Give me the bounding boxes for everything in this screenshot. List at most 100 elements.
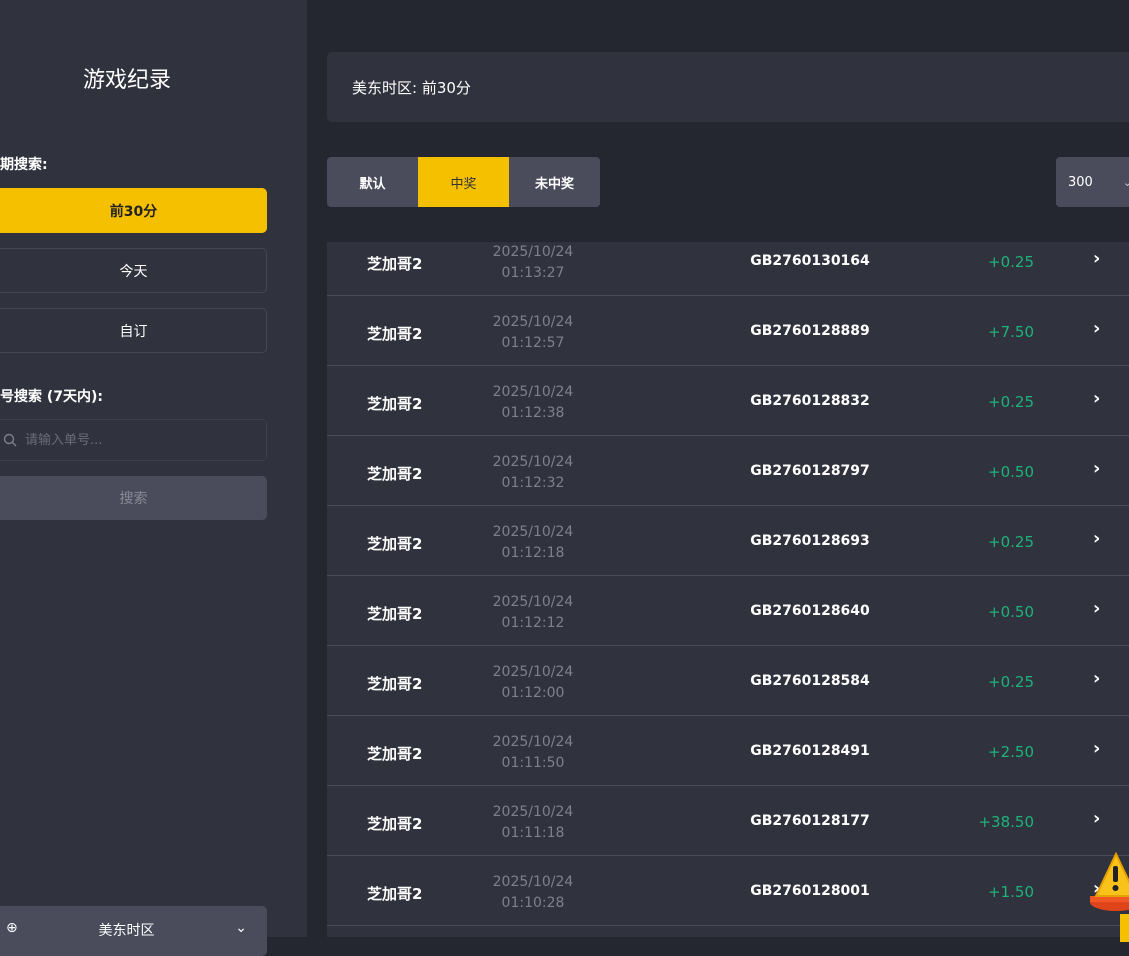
chevron-right-icon[interactable]: › — [1093, 318, 1101, 339]
record-datetime: 2025/10/24 01:12:18 — [477, 522, 589, 564]
order-search-input[interactable] — [25, 432, 245, 448]
win-amount: +0.25 — [988, 673, 1034, 691]
record-row[interactable]: 芝加哥2 2025/10/24 01:12:32 GB2760128797 +0.… — [327, 436, 1129, 506]
record-row[interactable]: 芝加哥2 2025/10/24 01:13:27 GB2760130164 +0.… — [327, 242, 1129, 296]
order-id: GB2760128491 — [750, 743, 870, 759]
chevron-right-icon[interactable]: › — [1093, 878, 1101, 899]
record-row[interactable] — [327, 926, 1129, 937]
record-date: 2025/10/24 — [492, 874, 574, 890]
chevron-right-icon[interactable]: › — [1093, 738, 1101, 759]
date-option-last-30-min[interactable]: 前30分 — [0, 188, 267, 233]
record-datetime: 2025/10/24 01:12:32 — [477, 452, 589, 494]
order-id: GB2760128584 — [750, 673, 870, 689]
record-time: 01:12:00 — [501, 685, 565, 701]
record-time: 01:12:12 — [501, 615, 565, 631]
record-datetime: 2025/10/24 01:12:57 — [477, 312, 589, 354]
record-time: 01:12:32 — [501, 475, 565, 491]
record-date: 2025/10/24 — [492, 314, 574, 330]
chevron-right-icon[interactable]: › — [1093, 388, 1101, 409]
record-row[interactable]: 芝加哥2 2025/10/24 01:11:18 GB2760128177 +38… — [327, 786, 1129, 856]
chevron-right-icon[interactable]: › — [1093, 458, 1101, 479]
timezone-info-bar: 美东时区: 前30分 — [327, 52, 1129, 122]
record-row[interactable]: 芝加哥2 2025/10/24 01:12:18 GB2760128693 +0.… — [327, 506, 1129, 576]
game-name: 芝加哥2 — [367, 465, 423, 483]
chevron-right-icon[interactable]: › — [1093, 528, 1101, 549]
record-date: 2025/10/24 — [492, 594, 574, 610]
win-amount: +0.25 — [988, 533, 1034, 551]
order-id: GB2760128640 — [750, 603, 870, 619]
record-datetime: 2025/10/24 01:13:27 — [477, 242, 589, 284]
win-amount: +38.50 — [978, 813, 1034, 831]
record-row[interactable]: 芝加哥2 2025/10/24 01:12:38 GB2760128832 +0.… — [327, 366, 1129, 436]
timezone-value: 美东时区 — [98, 923, 155, 939]
record-date: 2025/10/24 — [492, 244, 574, 260]
record-time: 01:13:27 — [501, 265, 565, 281]
order-id: GB2760130164 — [750, 253, 870, 269]
record-datetime: 2025/10/24 01:12:12 — [477, 592, 589, 634]
globe-icon: ⊕ — [6, 920, 18, 936]
tab-default[interactable]: 默认 — [327, 157, 418, 207]
record-time: 01:11:18 — [501, 825, 565, 841]
record-datetime: 2025/10/24 01:11:50 — [477, 732, 589, 774]
chevron-right-icon[interactable]: › — [1093, 248, 1101, 269]
record-datetime: 2025/10/24 01:12:38 — [477, 382, 589, 424]
game-name: 芝加哥2 — [367, 255, 423, 273]
warning-icon[interactable] — [1088, 852, 1129, 942]
record-row[interactable]: 芝加哥2 2025/10/24 01:12:57 GB2760128889 +7.… — [327, 296, 1129, 366]
date-option-today[interactable]: 今天 — [0, 248, 267, 293]
order-id: GB2760128001 — [750, 883, 870, 899]
record-date: 2025/10/24 — [492, 384, 574, 400]
record-date: 2025/10/24 — [492, 454, 574, 470]
page-size-select[interactable]: 300 ⌄ — [1056, 157, 1129, 207]
game-name: 芝加哥2 — [367, 675, 423, 693]
chevron-down-icon: ⌄ — [235, 920, 247, 936]
record-time: 01:10:28 — [501, 895, 565, 911]
timezone-select[interactable]: ⊕ 美东时区 ⌄ — [0, 906, 267, 956]
record-row[interactable]: 芝加哥2 2025/10/24 01:12:12 GB2760128640 +0.… — [327, 576, 1129, 646]
record-datetime: 2025/10/24 01:11:18 — [477, 802, 589, 844]
game-name: 芝加哥2 — [367, 815, 423, 833]
tab-not-won[interactable]: 未中奖 — [509, 157, 600, 207]
order-id: GB2760128177 — [750, 813, 870, 829]
record-datetime: 2025/10/24 01:10:28 — [477, 872, 589, 914]
order-id: GB2760128832 — [750, 393, 870, 409]
tab-won[interactable]: 中奖 — [418, 157, 509, 207]
game-name: 芝加哥2 — [367, 325, 423, 343]
chevron-down-icon: ⌄ — [1122, 175, 1129, 189]
page-title: 游戏纪录 — [82, 68, 171, 93]
record-time: 01:12:18 — [501, 545, 565, 561]
record-row[interactable]: 芝加哥2 2025/10/24 01:12:00 GB2760128584 +0.… — [327, 646, 1129, 716]
win-amount: +0.50 — [988, 463, 1034, 481]
order-id: GB2760128797 — [750, 463, 870, 479]
filter-tabs: 默认 中奖 未中奖 — [327, 157, 600, 207]
win-amount: +2.50 — [988, 743, 1034, 761]
page-size-value: 300 — [1068, 174, 1093, 190]
records-list[interactable]: 芝加哥2 2025/10/24 01:13:27 GB2760130164 +0.… — [327, 242, 1129, 937]
order-search-field[interactable] — [0, 419, 267, 461]
chevron-right-icon[interactable]: › — [1093, 598, 1101, 619]
order-search-label: 号搜索 (7天内): — [0, 389, 104, 405]
search-button[interactable]: 搜索 — [0, 476, 267, 520]
chevron-right-icon[interactable]: › — [1093, 808, 1101, 829]
order-id: GB2760128889 — [750, 323, 870, 339]
record-time: 01:11:50 — [501, 755, 565, 771]
record-time: 01:12:38 — [501, 405, 565, 421]
win-amount: +0.25 — [988, 393, 1034, 411]
search-icon — [3, 433, 17, 447]
game-name: 芝加哥2 — [367, 745, 423, 763]
win-amount: +0.50 — [988, 603, 1034, 621]
record-datetime: 2025/10/24 01:12:00 — [477, 662, 589, 704]
date-search-label: 期搜索: — [0, 157, 48, 173]
record-date: 2025/10/24 — [492, 804, 574, 820]
date-option-custom[interactable]: 自订 — [0, 308, 267, 353]
win-amount: +7.50 — [988, 323, 1034, 341]
record-date: 2025/10/24 — [492, 734, 574, 750]
win-amount: +0.25 — [988, 253, 1034, 271]
record-date: 2025/10/24 — [492, 664, 574, 680]
record-row[interactable]: 芝加哥2 2025/10/24 01:11:50 GB2760128491 +2.… — [327, 716, 1129, 786]
sidebar: 游戏纪录 期搜索: 前30分 今天 自订 号搜索 (7天内): 搜索 ⊕ 美东时… — [0, 0, 307, 956]
record-row[interactable]: 芝加哥2 2025/10/24 01:10:28 GB2760128001 +1.… — [327, 856, 1129, 926]
chevron-right-icon[interactable]: › — [1093, 668, 1101, 689]
game-name: 芝加哥2 — [367, 885, 423, 903]
record-date: 2025/10/24 — [492, 524, 574, 540]
